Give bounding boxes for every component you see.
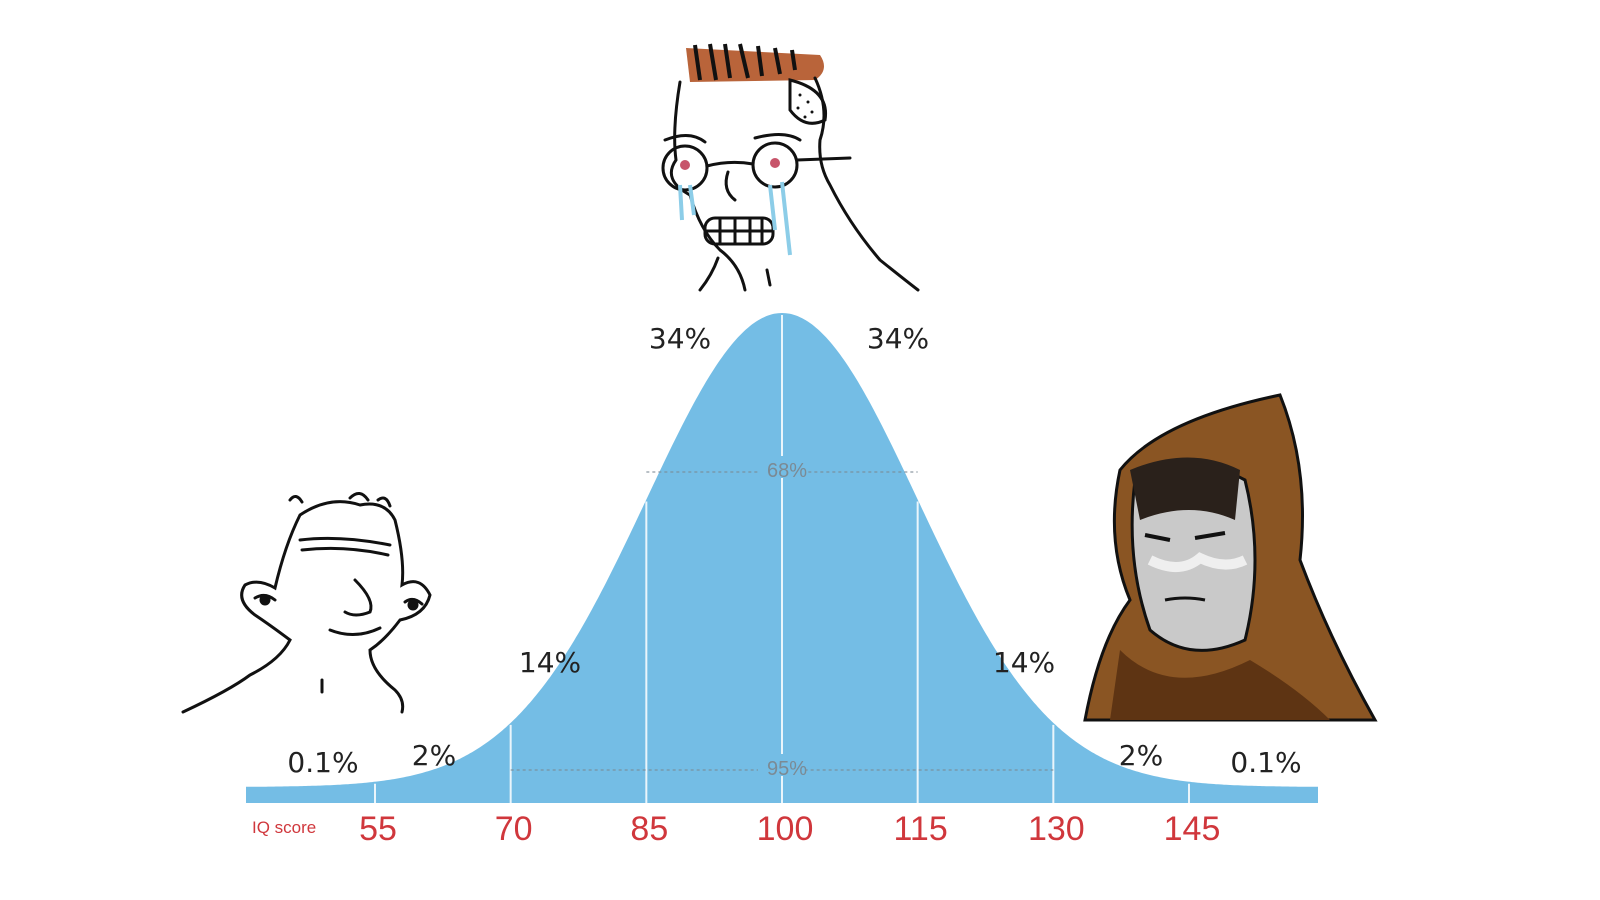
x-tick-label-85: 85 bbox=[630, 810, 668, 848]
x-tick-label-145: 145 bbox=[1164, 810, 1221, 848]
segment-label-4: 34% bbox=[867, 322, 929, 355]
band-label-bg-0 bbox=[758, 456, 806, 478]
band-label-1: 95% bbox=[767, 758, 807, 780]
hooded-high-iq-figure-illustration bbox=[1083, 393, 1378, 722]
x-axis-label: IQ score bbox=[252, 818, 316, 837]
segment-label-7: 0.1% bbox=[1230, 746, 1301, 779]
band-label-bg-1 bbox=[758, 754, 806, 776]
low-iq-wojak-illustration bbox=[181, 492, 432, 714]
x-tick-label-115: 115 bbox=[894, 810, 948, 848]
x-tick-label-70: 70 bbox=[495, 810, 533, 848]
x-tick-label-130: 130 bbox=[1028, 810, 1085, 848]
segment-label-5: 14% bbox=[993, 646, 1055, 679]
x-tick-label-100: 100 bbox=[757, 810, 814, 848]
segment-label-3: 34% bbox=[649, 322, 711, 355]
segment-label-1: 2% bbox=[412, 739, 456, 772]
segment-label-2: 14% bbox=[519, 646, 581, 679]
band-label-0: 68% bbox=[767, 460, 807, 482]
crying-midwit-wojak-illustration bbox=[661, 43, 920, 292]
segment-label-6: 2% bbox=[1119, 739, 1163, 772]
x-tick-label-55: 55 bbox=[359, 810, 397, 848]
segment-label-0: 0.1% bbox=[287, 746, 358, 779]
